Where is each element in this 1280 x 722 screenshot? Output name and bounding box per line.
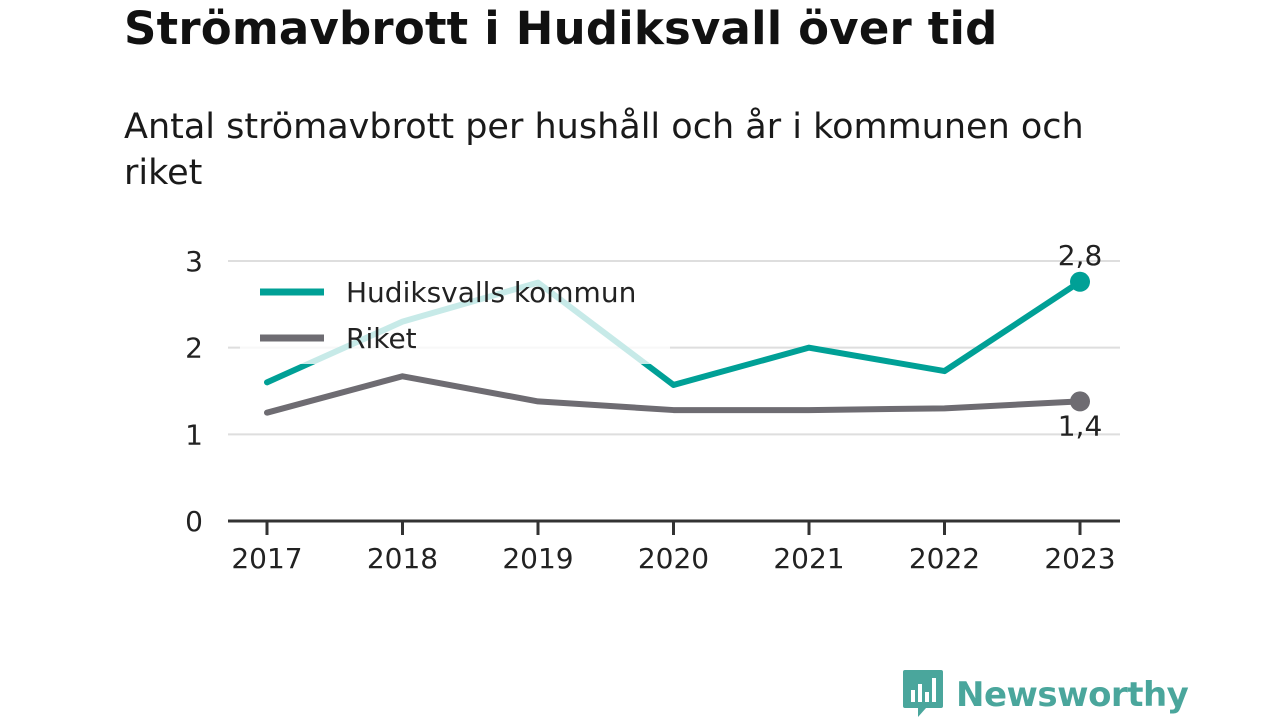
data-label-riket-2023: 1,4 [1058,409,1103,442]
x-tick-label-2023: 2023 [1044,542,1115,575]
legend-label-riket: Riket [346,322,417,355]
chart-subtitle: Antal strömavbrott per hushåll och år i … [124,107,1084,193]
legend-background [240,268,670,364]
y-tick-label-3: 3 [185,245,203,278]
x-axis-ticks: 2017 2018 2019 2020 2021 2022 2023 [231,542,1115,575]
newsworthy-logo: Newsworthy [902,668,1189,722]
y-tick-label-1: 1 [185,418,203,451]
y-tick-label-0: 0 [185,505,203,538]
data-labels: 2,8 1,4 [1058,239,1103,443]
legend-label-hudiksvall: Hudiksvalls kommun [346,276,636,309]
data-label-hudiksvall-2023: 2,8 [1058,239,1103,272]
x-tick-label-2018: 2018 [367,542,438,575]
y-tick-label-2: 2 [185,332,203,365]
x-tick-label-2022: 2022 [909,542,980,575]
x-axis [228,519,1120,535]
x-tick-label-2020: 2020 [638,542,709,575]
series-line-riket [264,373,1083,416]
y-axis-ticks: 0 1 2 3 [185,245,203,538]
chart-title: Strömavbrott i Hudiksvall över tid [124,2,998,55]
endpoint-hudiksvall [1070,271,1090,292]
endpoint-riket [1070,391,1090,412]
x-tick-label-2019: 2019 [502,542,573,575]
newsworthy-brand-text: Newsworthy [956,675,1189,715]
x-tick-label-2021: 2021 [773,542,844,575]
x-tick-label-2017: 2017 [231,542,302,575]
legend: Hudiksvalls kommun Riket [240,268,670,364]
newsworthy-logo-icon [902,668,944,722]
